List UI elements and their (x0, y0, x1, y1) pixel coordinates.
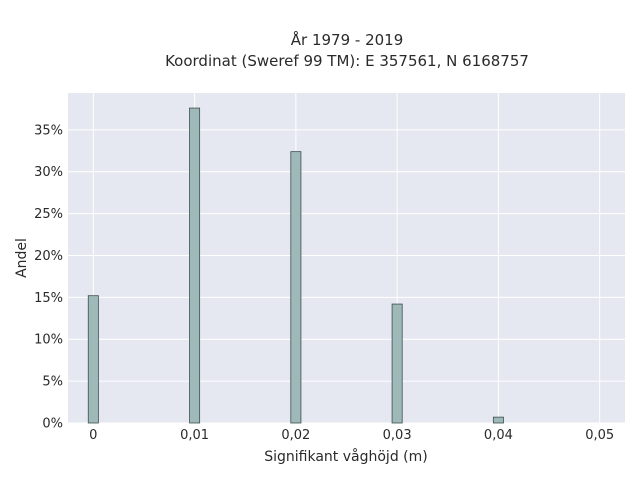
x-tick-label: 0,03 (383, 428, 412, 443)
chart-title-line-1: År 1979 - 2019 (291, 30, 404, 49)
y-tick-label: 10% (34, 333, 63, 348)
y-tick-label: 35% (34, 123, 63, 138)
bar-2 (290, 151, 302, 424)
x-axis-label: Signifikant våghöjd (m) (264, 448, 427, 465)
x-axis-ticks: 0 0,01 0,02 0,03 0,04 0,05 (89, 428, 614, 443)
y-tick-label: 25% (34, 207, 63, 222)
x-tick-label: 0,05 (585, 428, 614, 443)
y-axis-label: Andel (14, 238, 30, 278)
bars (87, 107, 504, 424)
grid-lines (68, 93, 625, 424)
y-tick-label: 5% (42, 375, 63, 390)
chart-title-line-2: Koordinat (Sweref 99 TM): E 357561, N 61… (165, 52, 529, 70)
bar-4 (492, 416, 504, 424)
y-tick-label: 20% (34, 249, 63, 264)
x-tick-label: 0,02 (281, 428, 310, 443)
plot-area (68, 93, 625, 423)
bar-3 (391, 303, 403, 424)
x-tick-label: 0 (89, 428, 97, 443)
bar-1 (189, 107, 201, 424)
bar-0 (87, 295, 99, 424)
y-tick-label: 15% (34, 291, 63, 306)
y-tick-label: 30% (34, 165, 63, 180)
y-tick-label: 0% (42, 417, 63, 432)
x-tick-label: 0,01 (180, 428, 209, 443)
x-tick-label: 0,04 (484, 428, 513, 443)
y-axis-ticks: 0% 5% 10% 15% 20% 25% 30% 35% (34, 123, 63, 431)
